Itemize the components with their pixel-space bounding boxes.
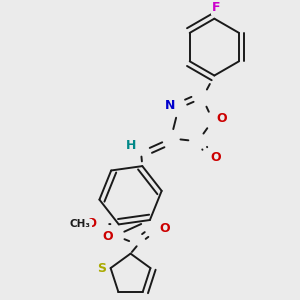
Text: O: O [103,230,113,243]
Text: S: S [97,262,106,275]
Text: F: F [212,1,220,14]
Text: CH₃: CH₃ [70,219,91,230]
Text: O: O [211,151,221,164]
Text: O: O [159,222,170,235]
Text: O: O [216,112,226,125]
Text: N: N [165,99,175,112]
Text: H: H [126,139,136,152]
Text: O: O [87,217,97,230]
